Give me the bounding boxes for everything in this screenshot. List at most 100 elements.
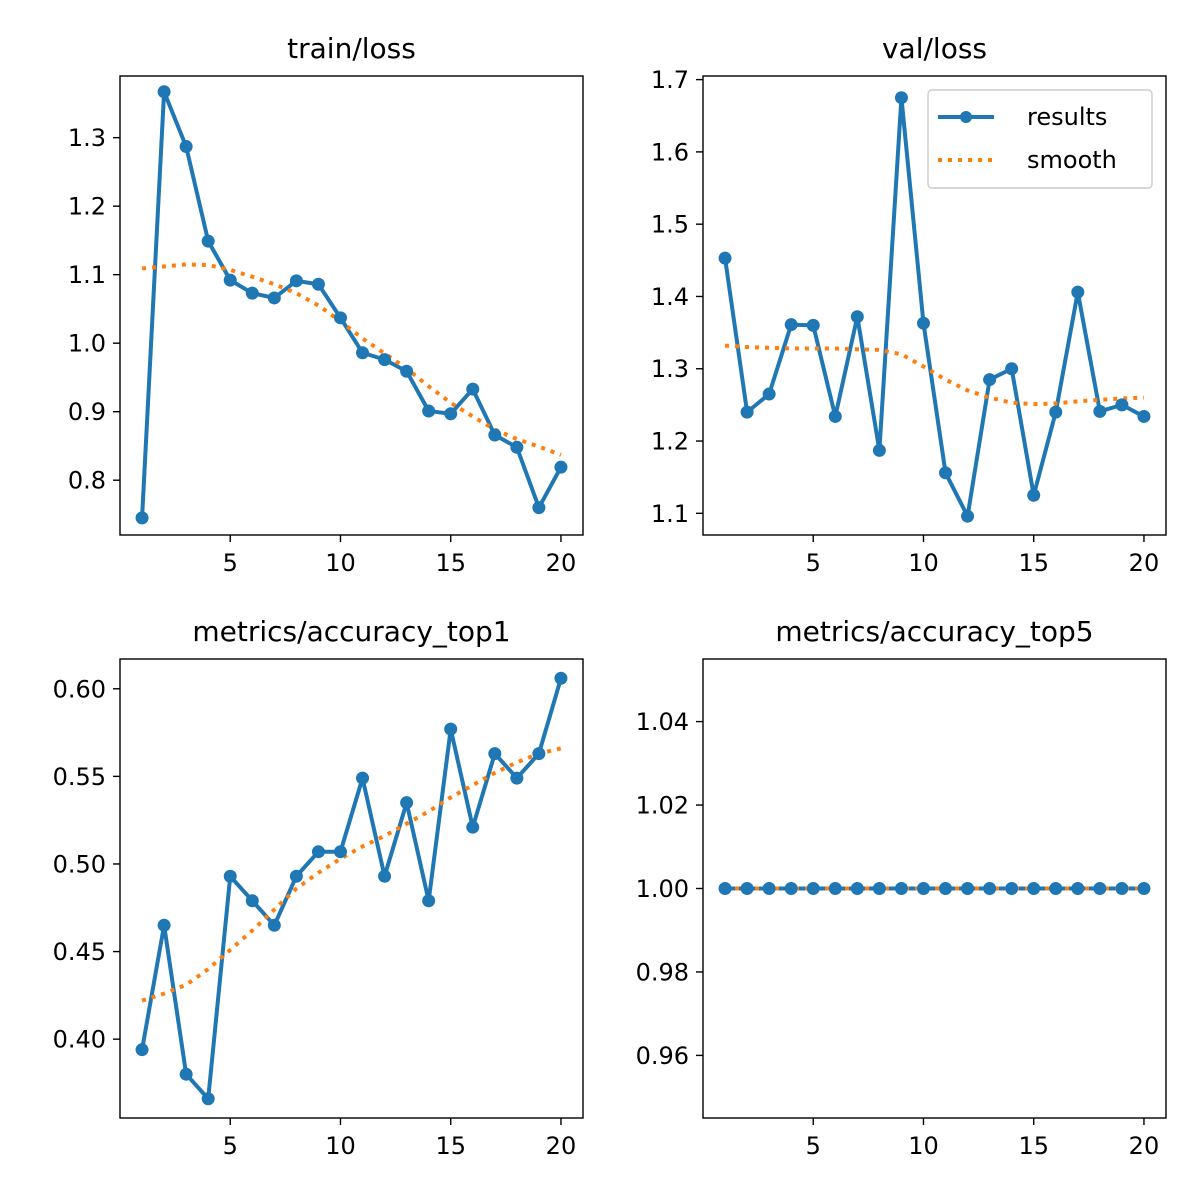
data-point-results [135, 511, 149, 525]
y-tick-label: 1.3 [68, 124, 106, 152]
data-point-results [1027, 882, 1041, 895]
data-point-results [400, 796, 414, 810]
data-point-results [983, 373, 997, 387]
data-point-results [532, 747, 546, 761]
x-tick-label: 10 [908, 1132, 939, 1160]
y-tick-label: 0.96 [636, 1042, 689, 1070]
data-point-results [422, 404, 436, 418]
series-layer [718, 91, 1151, 523]
y-tick-label: 1.1 [651, 500, 689, 528]
y-tick-label: 0.98 [636, 958, 689, 986]
y-tick-label: 1.02 [636, 792, 689, 820]
axes: 5 10 15 20 0.96 0.98 1.00 1.02 1.04 [636, 658, 1167, 1160]
data-point-results [1049, 405, 1063, 419]
data-point-results [532, 501, 546, 515]
x-tick-label: 10 [325, 549, 356, 577]
series-layer [135, 85, 568, 525]
legend-smooth-label: smooth [1027, 146, 1117, 174]
data-point-results [245, 286, 259, 300]
data-point-results [157, 918, 171, 932]
data-point-results [510, 440, 524, 454]
data-point-results [179, 1067, 193, 1081]
data-point-results [1071, 882, 1085, 895]
data-point-results [718, 882, 732, 895]
y-tick-label: 1.3 [651, 355, 689, 383]
data-point-results [488, 747, 502, 761]
y-tick-label: 1.4 [651, 283, 689, 311]
panel-title: val/loss [882, 32, 987, 65]
data-point-results [894, 91, 908, 105]
panel-title: metrics/accuracy_top5 [775, 615, 1093, 648]
series-layer [718, 882, 1151, 895]
data-point-results [784, 882, 798, 895]
data-point-results [1137, 882, 1151, 895]
x-tick-label: 5 [223, 549, 238, 577]
series-line-smooth [141, 262, 562, 457]
data-point-results [223, 869, 237, 883]
panel-title: train/loss [287, 32, 416, 65]
data-point-results [983, 882, 997, 895]
data-point-results [1115, 882, 1129, 895]
y-tick-label: 0.40 [53, 1026, 106, 1054]
data-point-results [828, 882, 842, 895]
data-point-results [916, 882, 930, 895]
panel-title: metrics/accuracy_top1 [192, 615, 510, 648]
data-point-results [961, 509, 975, 523]
data-point-results [1005, 362, 1019, 376]
x-tick-label: 20 [1129, 1132, 1160, 1160]
y-tick-label: 1.5 [651, 211, 689, 239]
x-tick-label: 10 [325, 1132, 356, 1160]
x-tick-label: 15 [435, 1132, 466, 1160]
data-point-results [422, 894, 436, 908]
data-point-results [311, 845, 325, 859]
data-point-results [850, 882, 864, 895]
data-point-results [201, 234, 215, 248]
y-tick-label: 0.45 [53, 938, 106, 966]
data-point-results [762, 882, 776, 895]
axes: 5 10 15 20 0.40 0.45 0.50 0.55 0.60 [53, 658, 584, 1160]
data-point-results [961, 882, 975, 895]
y-tick-label: 1.6 [651, 138, 689, 166]
series-line-smooth [724, 343, 1145, 407]
x-tick-label: 20 [546, 1132, 577, 1160]
data-point-results [488, 428, 502, 442]
x-tick-label: 15 [1018, 1132, 1049, 1160]
data-point-results [762, 387, 776, 401]
data-point-results [806, 882, 820, 895]
data-point-results [179, 140, 193, 154]
data-point-results [828, 409, 842, 423]
x-tick-label: 15 [435, 549, 466, 577]
data-point-results [157, 85, 171, 99]
x-tick-label: 15 [1018, 549, 1049, 577]
x-tick-label: 5 [806, 1132, 821, 1160]
data-point-results [378, 353, 392, 367]
data-point-results [939, 882, 953, 895]
data-point-results [554, 671, 568, 685]
data-point-results [806, 318, 820, 332]
data-point-results [872, 882, 886, 895]
x-tick-label: 5 [223, 1132, 238, 1160]
data-point-results [1115, 398, 1129, 412]
data-point-results [289, 869, 303, 883]
data-point-results [245, 894, 259, 908]
y-tick-label: 1.1 [68, 261, 106, 289]
axes: 5 10 15 20 1.1 1.2 1.3 1.4 1.5 1.6 1.7 [651, 66, 1167, 577]
legend-results-marker [960, 111, 972, 123]
y-tick-label: 0.50 [53, 850, 106, 878]
y-tick-label: 1.7 [651, 66, 689, 94]
series-line-results [140, 89, 563, 518]
data-point-results [466, 820, 480, 834]
x-tick-label: 10 [908, 549, 939, 577]
data-point-results [444, 722, 458, 736]
data-point-results [444, 407, 458, 421]
y-tick-label: 0.60 [53, 675, 106, 703]
y-tick-label: 1.00 [636, 875, 689, 903]
data-point-results [311, 277, 325, 291]
data-point-results [894, 882, 908, 895]
y-tick-label: 0.55 [53, 763, 106, 791]
panel-accuracy-top1: metrics/accuracy_top1 5 10 15 20 0.40 0.45 0.5… [53, 615, 584, 1160]
axes-frame [119, 658, 584, 1119]
data-point-results [289, 274, 303, 288]
data-point-results [1137, 409, 1151, 423]
